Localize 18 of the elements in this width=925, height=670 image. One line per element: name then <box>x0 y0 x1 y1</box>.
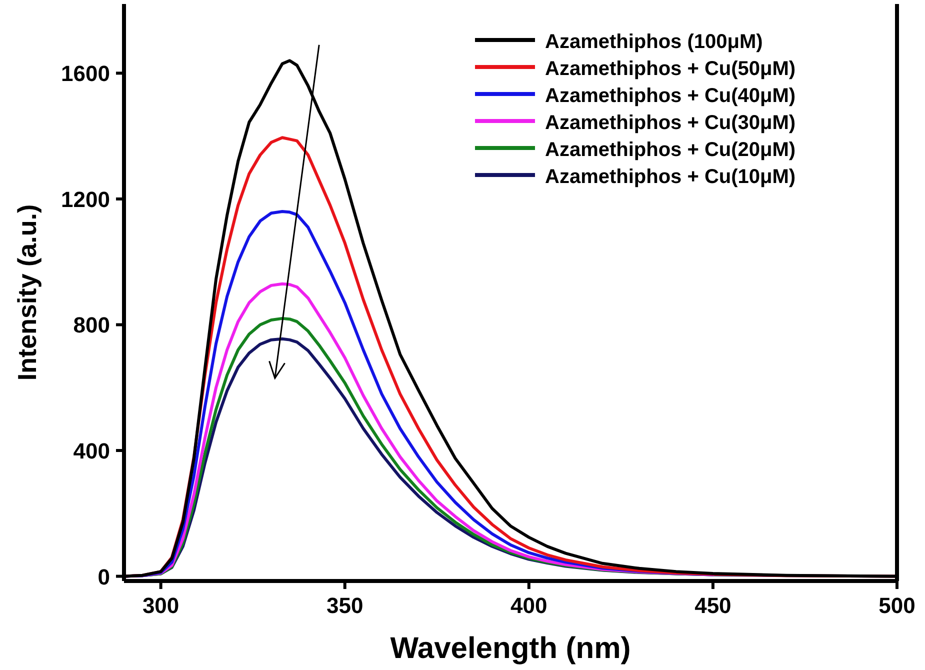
y-tick-label: 1600 <box>61 61 110 86</box>
x-tick-label: 400 <box>510 593 548 618</box>
x-axis-title: Wavelength (nm) <box>390 632 631 665</box>
x-tick-label: 500 <box>878 593 916 618</box>
legend-label: Azamethiphos + Cu(50μM) <box>545 58 796 80</box>
legend-label: Azamethiphos + Cu(40μM) <box>545 85 796 107</box>
legend-label: Azamethiphos (100μM) <box>545 31 763 53</box>
legend-label: Azamethiphos + Cu(20μM) <box>545 139 796 161</box>
y-tick-label: 0 <box>98 564 110 590</box>
y-tick-label: 800 <box>73 312 110 338</box>
y-tick-label: 400 <box>73 438 110 464</box>
x-tick-label: 300 <box>142 593 180 618</box>
y-tick-label: 1200 <box>61 186 110 212</box>
x-tick-label: 350 <box>326 593 364 618</box>
x-tick-label: 450 <box>694 593 732 618</box>
legend-label: Azamethiphos + Cu(30μM) <box>545 112 796 134</box>
y-axis-title: Intensity (a.u.) <box>12 204 42 381</box>
legend-label: Azamethiphos + Cu(10μM) <box>545 166 796 188</box>
